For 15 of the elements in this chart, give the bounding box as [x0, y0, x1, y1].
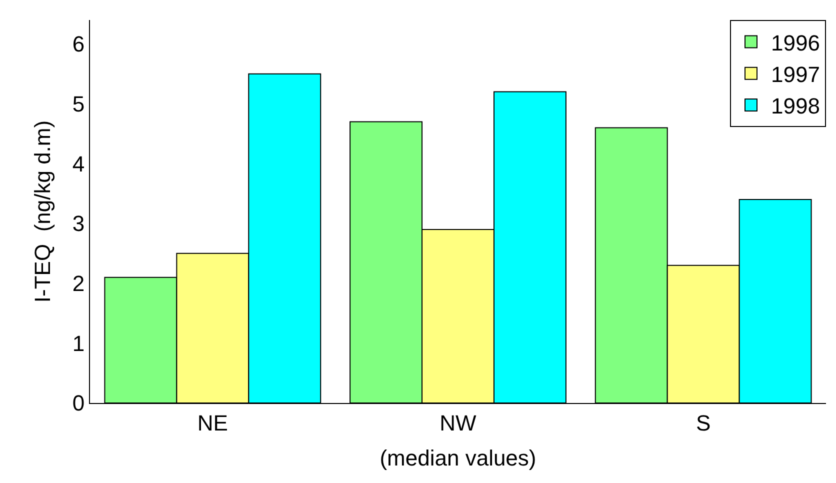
- y-tick-label: 6: [72, 32, 85, 57]
- y-tick-label: 0: [72, 390, 85, 416]
- y-tick-label: 4: [72, 151, 85, 176]
- x-tick-label: S: [696, 410, 711, 436]
- x-axis-title: (median values): [380, 445, 536, 470]
- y-tick-label: 1: [72, 330, 85, 356]
- legend-label: 1997: [771, 62, 820, 87]
- y-tick-label: 5: [72, 91, 85, 116]
- legend-label: 1998: [771, 94, 820, 119]
- legend-label: 1996: [771, 30, 820, 56]
- y-axis-title: I-TEQ (ng/kg d.m): [30, 120, 56, 303]
- x-tick-label: NW: [440, 410, 477, 436]
- x-tick-label: NE: [197, 410, 228, 436]
- y-tick-label: 3: [72, 211, 85, 236]
- y-tick-label: 2: [72, 271, 85, 296]
